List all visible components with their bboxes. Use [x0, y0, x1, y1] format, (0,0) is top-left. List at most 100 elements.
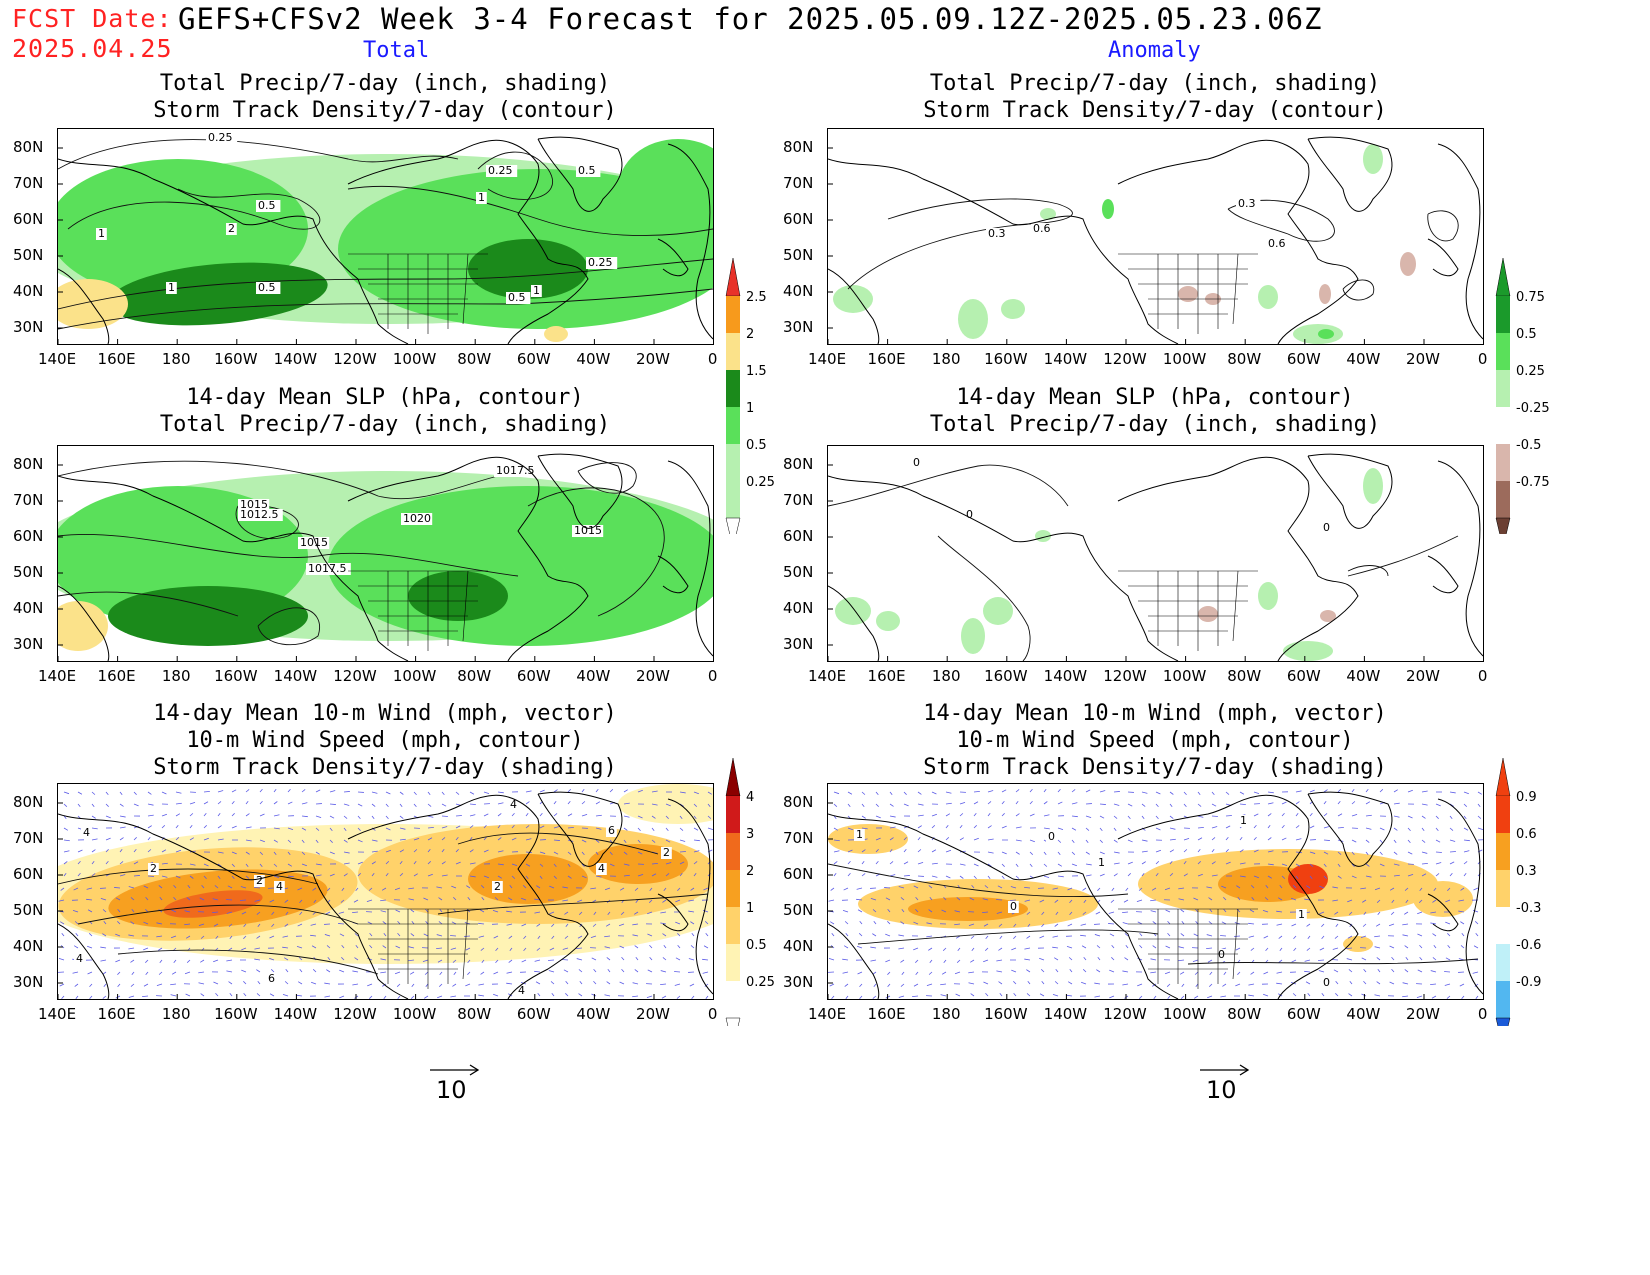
state-borders	[348, 570, 488, 651]
contour-label-bg	[576, 165, 601, 177]
colorbar-label: 1	[746, 901, 754, 916]
coastline	[58, 791, 713, 999]
latitude-label: 80N	[13, 793, 44, 811]
longitude-label: 140E	[37, 667, 77, 685]
latitude-label: 70N	[783, 491, 814, 509]
colorbar-top-arrow	[1495, 758, 1511, 797]
latitude-label: 60N	[13, 210, 44, 228]
contour-label: 0.3	[988, 227, 1006, 240]
latitude-label: 30N	[13, 318, 44, 336]
colorbar-swatch	[726, 944, 740, 981]
colorbar-label: 0.5	[746, 938, 767, 953]
wind-vectors	[58, 788, 713, 999]
latitude-label: 70N	[13, 829, 44, 847]
contour-lines	[847, 198, 1459, 301]
contour-label: 0.25	[588, 256, 613, 269]
shading-region	[108, 586, 308, 646]
colorbar-label: 0.3	[1516, 864, 1537, 879]
longitude-label: 60W	[516, 1005, 551, 1023]
contour-label-bg	[274, 881, 285, 893]
longitude-label: 20W	[1406, 350, 1440, 368]
contour-label: 0.6	[1268, 237, 1286, 250]
coastline	[58, 453, 713, 661]
colorbar-swatch	[726, 833, 740, 870]
contour-label-bg	[298, 537, 330, 549]
contour-label-bg	[506, 292, 531, 304]
contour-label: 0.5	[258, 199, 276, 212]
colorbar-label: 0.25	[746, 475, 775, 490]
colorbar-label: 2.5	[746, 290, 767, 305]
colorbar-swatch	[726, 481, 740, 518]
contour-label: 0	[1010, 900, 1017, 913]
longitude-label: 100W	[1162, 667, 1207, 685]
shading-region	[833, 285, 873, 313]
contour-label-bg	[401, 513, 433, 525]
colorbar-label: 0.5	[1516, 327, 1537, 342]
contour-label-bg	[206, 132, 238, 144]
contour-label-bg	[964, 509, 975, 521]
shading-region	[1363, 144, 1383, 174]
contour-label-bg	[1236, 198, 1261, 210]
longitude-label: 160E	[97, 350, 136, 368]
contour-label-bg	[256, 282, 281, 294]
shading-region	[983, 597, 1013, 625]
contour-label-bg	[508, 799, 519, 811]
contour-label: 1015	[300, 536, 328, 549]
contour-label-bg	[1096, 857, 1107, 869]
longitude-label: 20W	[636, 350, 670, 368]
shading-region	[1318, 329, 1334, 339]
contour-label: 2	[663, 846, 670, 859]
longitude-label: 0	[1477, 1005, 1488, 1023]
colorbar-swatch	[1496, 833, 1510, 870]
contour-label: 4	[510, 798, 517, 811]
longitude-label: 80W	[1227, 667, 1262, 685]
colorbar-swatch	[726, 370, 740, 407]
contour-label: 1015	[574, 524, 602, 537]
latitude-label: 80N	[13, 455, 44, 473]
latitude-label: 60N	[783, 210, 814, 228]
shading-region	[1283, 641, 1333, 661]
longitude-label: 140W	[1043, 350, 1088, 368]
panel-r1-left-title: Total Precip/7-day (inch, shading) Storm …	[153, 71, 617, 123]
longitude-label: 160E	[97, 667, 136, 685]
shading-region	[1363, 468, 1383, 504]
coastline	[828, 791, 1483, 999]
colorbar-swatch	[726, 870, 740, 907]
shading-region	[958, 299, 988, 339]
contour-label: 4	[276, 880, 283, 893]
longitude-label: 140W	[273, 350, 318, 368]
axis-ticks	[58, 464, 655, 661]
longitude-label: 80W	[457, 667, 492, 685]
longitude-label: 180	[931, 350, 961, 368]
longitude-label: 180	[161, 1005, 191, 1023]
colorbar-precip-total: 2.5 2 1.5 1 0.5 0.25	[725, 258, 775, 534]
contour-lines	[58, 832, 709, 975]
axis-ticks	[828, 147, 1425, 344]
latitude-label: 50N	[13, 901, 44, 919]
contour-label: 1	[533, 284, 540, 297]
colorbar-swatch	[1496, 481, 1510, 518]
shading-region	[1258, 285, 1278, 309]
longitude-label: 180	[161, 350, 191, 368]
contour-label: 0	[1323, 521, 1330, 534]
longitude-label: 20W	[1406, 667, 1440, 685]
longitude-label: 140E	[807, 1005, 847, 1023]
colorbar-bottom-arrow	[725, 517, 741, 534]
contour-label: 4	[76, 952, 83, 965]
shading-region	[1343, 936, 1373, 952]
contour-label: 1020	[403, 512, 431, 525]
contour-label: 1	[1240, 814, 1247, 827]
map-canvas: 0 0 0	[828, 453, 1483, 661]
contour-label-bg	[81, 827, 92, 839]
vector-reference-arrow-left	[430, 1064, 480, 1076]
shading-region	[835, 597, 871, 625]
longitude-label: 0	[1477, 667, 1488, 685]
longitude-label: 0	[707, 667, 718, 685]
contour-label-bg	[492, 881, 503, 893]
longitude-label: 100W	[392, 350, 437, 368]
latitude-label: 30N	[13, 973, 44, 991]
state-borders	[1118, 570, 1258, 651]
colorbar-swatch	[1496, 296, 1510, 333]
latitude-label: 50N	[783, 246, 814, 264]
